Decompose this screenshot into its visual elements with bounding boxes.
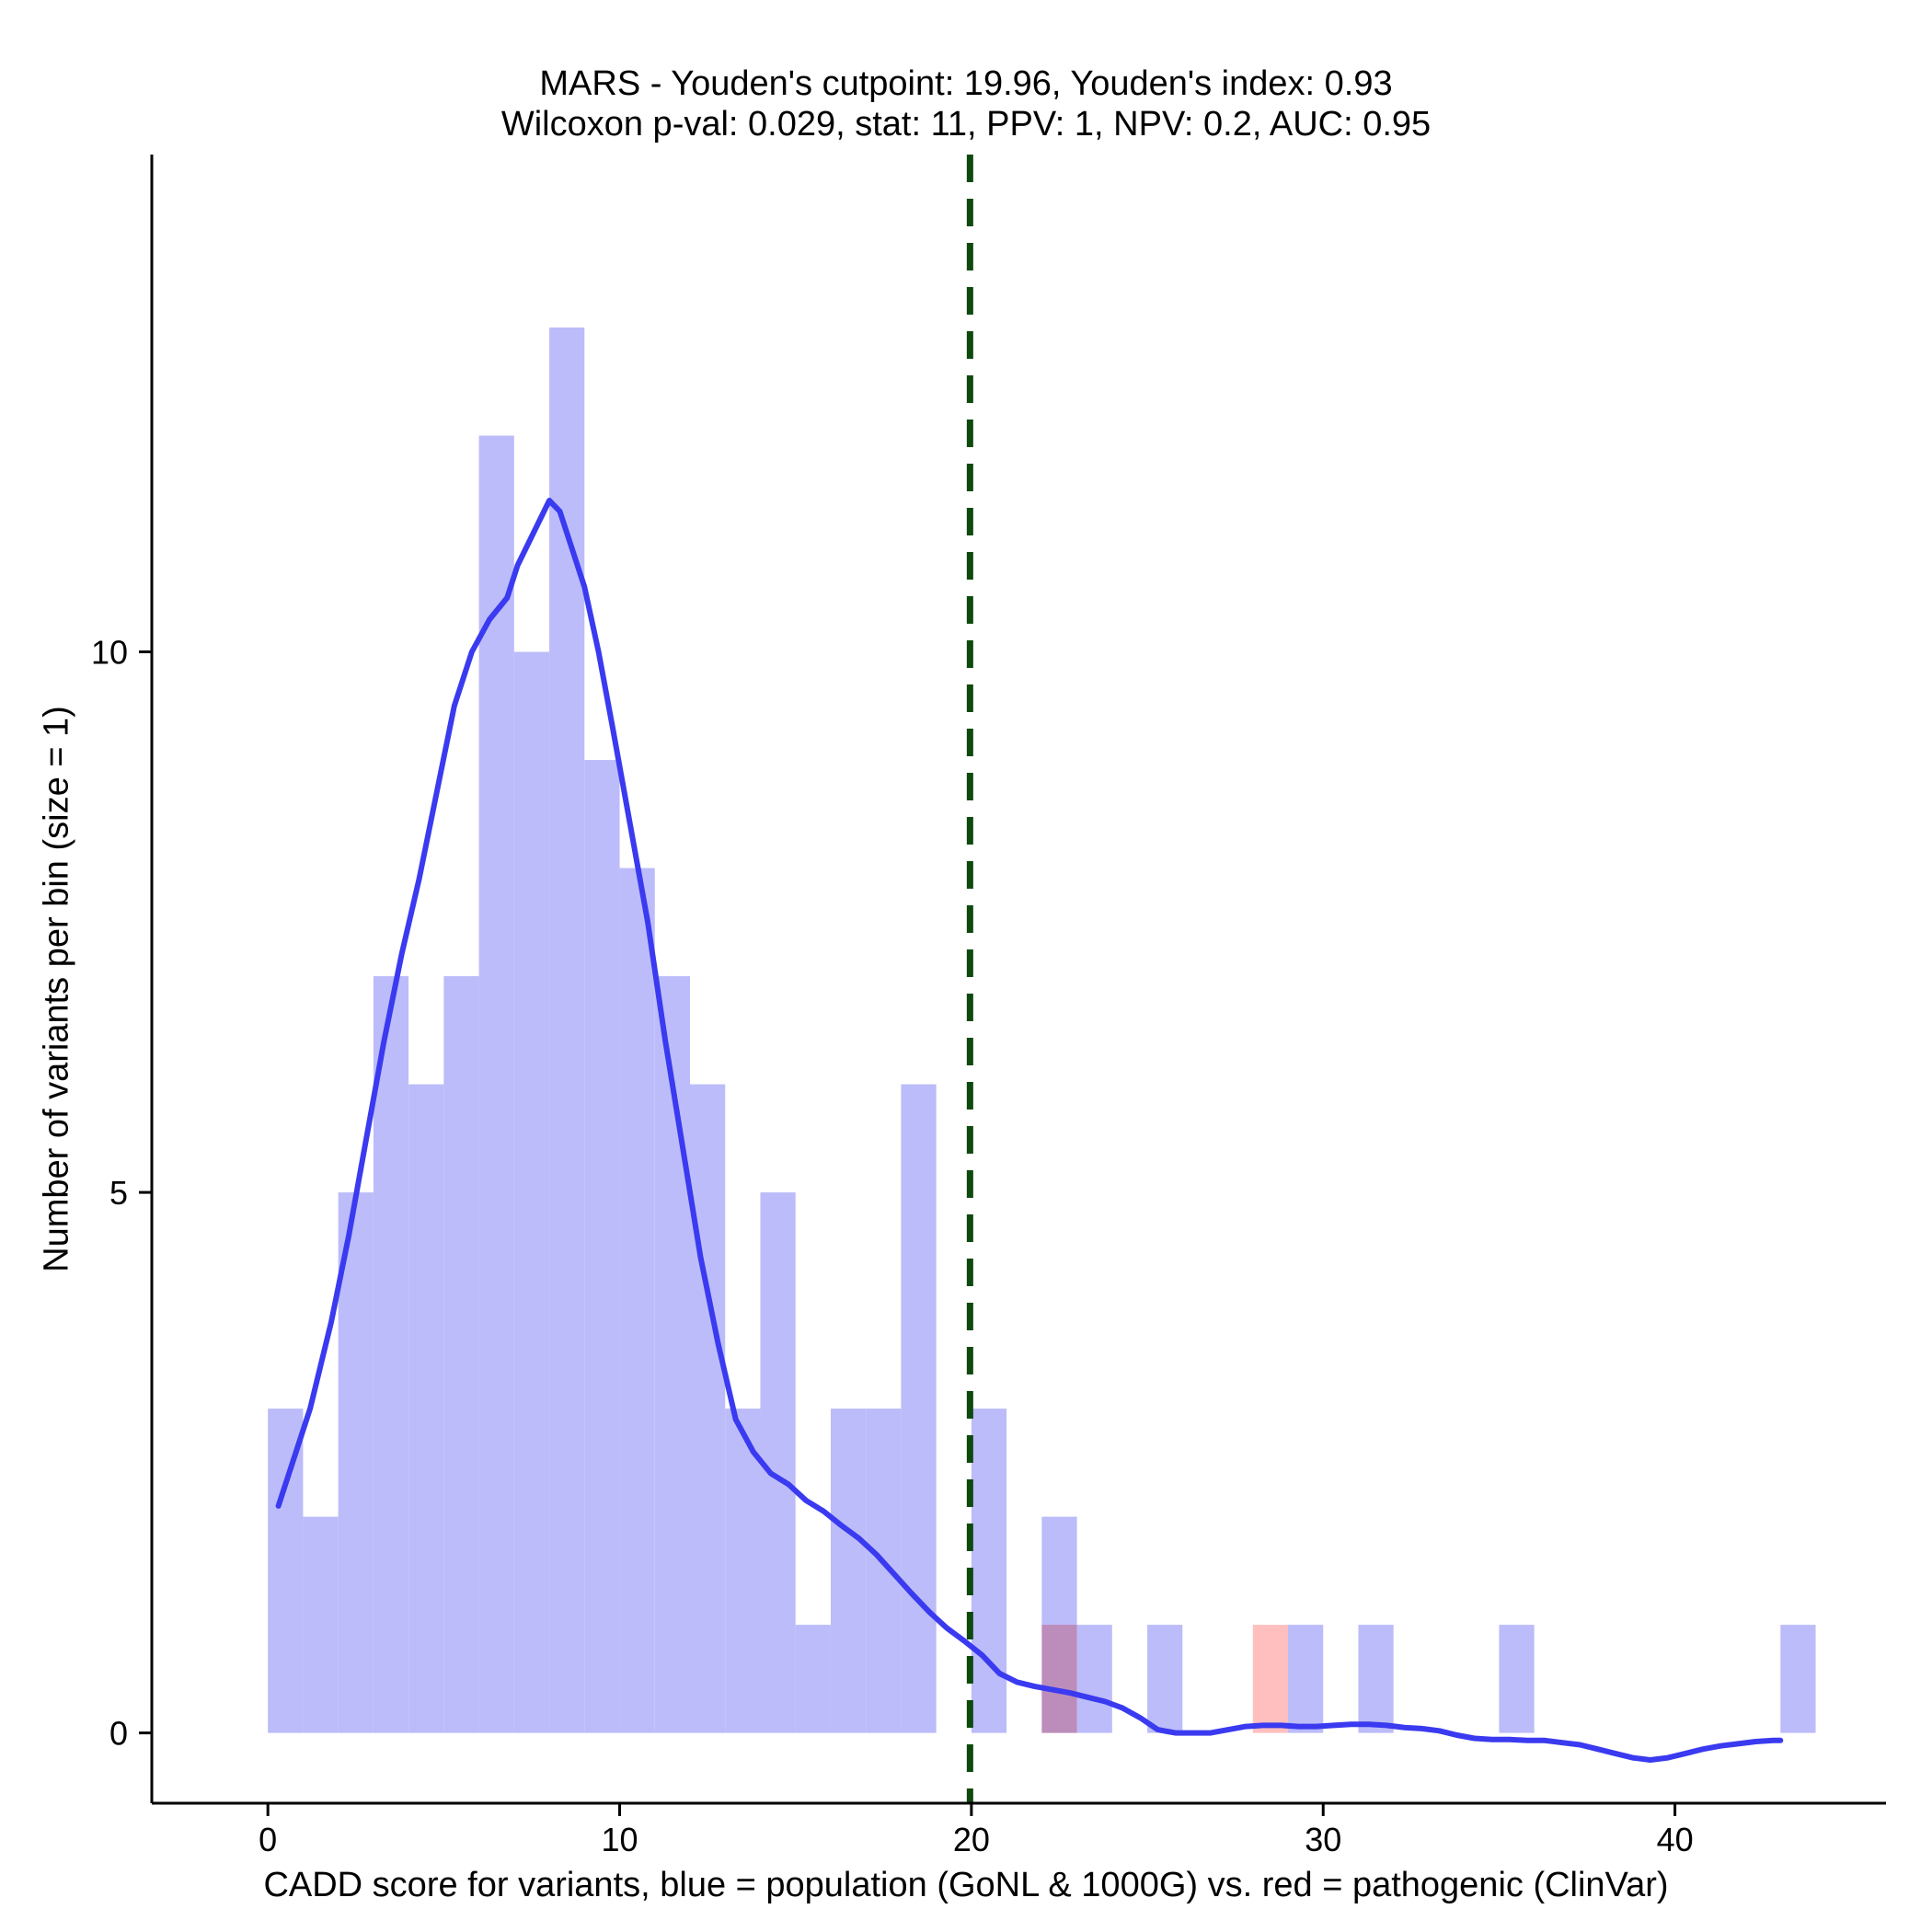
population-bar-14 bbox=[760, 1192, 796, 1733]
population-bar-17 bbox=[866, 1409, 902, 1733]
population-bar-43 bbox=[1780, 1625, 1816, 1733]
population-bar-13 bbox=[725, 1409, 761, 1733]
y-tick-label-10: 10 bbox=[91, 634, 128, 672]
population-bar-23 bbox=[1076, 1625, 1112, 1733]
population-bar-11 bbox=[654, 976, 690, 1733]
pathogenic-bar-28 bbox=[1252, 1625, 1288, 1733]
population-bar-5 bbox=[443, 976, 479, 1733]
population-bar-18 bbox=[901, 1084, 937, 1733]
population-bar-15 bbox=[795, 1625, 831, 1733]
population-bar-16 bbox=[830, 1409, 867, 1733]
x-tick-label-0: 0 bbox=[259, 1821, 277, 1858]
histogram-bars bbox=[268, 328, 1816, 1733]
population-bar-35 bbox=[1499, 1625, 1535, 1733]
chart-title: MARS - Youden's cutpoint: 19.96, Youden'… bbox=[539, 64, 1393, 103]
population-bar-31 bbox=[1358, 1625, 1394, 1733]
y-tick-label-5: 5 bbox=[109, 1174, 128, 1212]
x-tick-label-20: 20 bbox=[953, 1821, 990, 1858]
population-bar-12 bbox=[690, 1084, 726, 1733]
axes: 0 10 20 30 40 0 5 10 bbox=[91, 155, 1886, 1858]
pathogenic-bar-22 bbox=[1041, 1625, 1077, 1733]
density-curve-layer bbox=[275, 498, 1784, 1763]
population-bar-25 bbox=[1147, 1625, 1183, 1733]
population-bar-9 bbox=[584, 760, 620, 1733]
population-bar-3 bbox=[373, 976, 409, 1733]
population-bar-6 bbox=[478, 435, 514, 1733]
population-bar-1 bbox=[303, 1516, 339, 1733]
x-tick-label-30: 30 bbox=[1305, 1821, 1341, 1858]
population-bar-10 bbox=[619, 868, 655, 1733]
population-bar-4 bbox=[408, 1084, 444, 1733]
population-bar-29 bbox=[1288, 1625, 1324, 1733]
population-bar-7 bbox=[513, 651, 550, 1733]
population-bar-0 bbox=[268, 1409, 304, 1733]
y-axis-label: Number of variants per bin (size = 1) bbox=[37, 706, 76, 1272]
population-bar-20 bbox=[971, 1409, 1007, 1733]
x-tick-label-10: 10 bbox=[602, 1821, 638, 1858]
chart-subtitle: Wilcoxon p-val: 0.029, stat: 11, PPV: 1,… bbox=[500, 105, 1432, 144]
density-curve bbox=[275, 498, 1784, 1763]
y-tick-label-0: 0 bbox=[109, 1715, 128, 1753]
population-bar-2 bbox=[338, 1192, 374, 1733]
x-axis-label: CADD score for variants, blue = populati… bbox=[263, 1866, 1669, 1904]
x-tick-label-40: 40 bbox=[1657, 1821, 1694, 1858]
